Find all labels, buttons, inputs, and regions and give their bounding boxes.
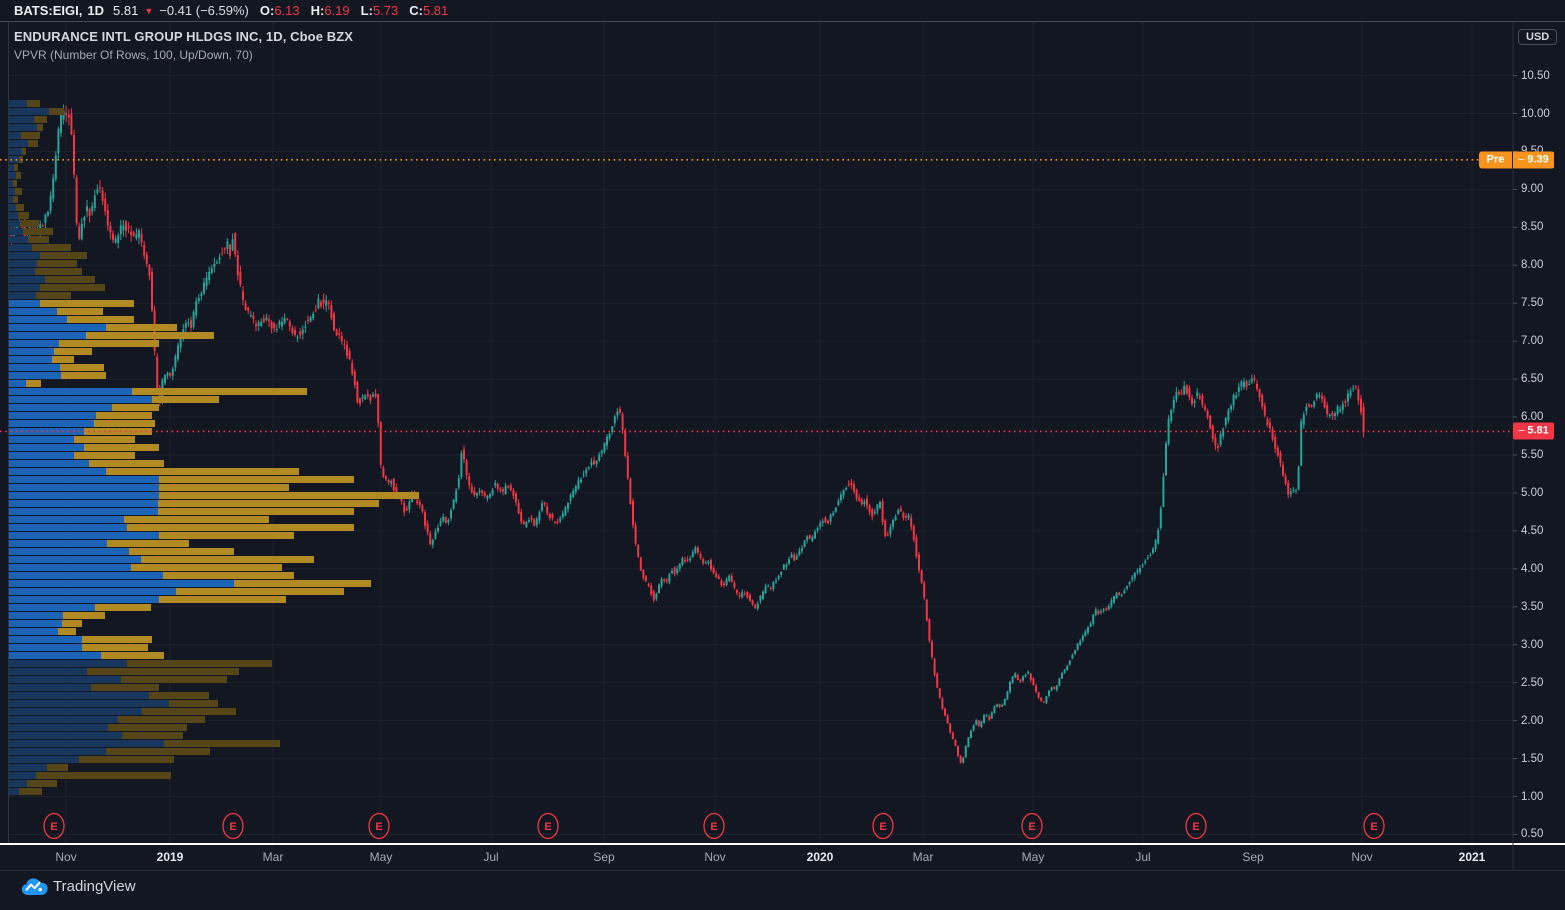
- svg-text:E: E: [544, 821, 551, 833]
- time-axis-label: Jul: [483, 850, 499, 864]
- open-label: O:: [259, 3, 275, 18]
- svg-text:E: E: [375, 821, 382, 833]
- time-axis-label: Mar: [262, 850, 284, 864]
- earnings-marker[interactable]: [537, 812, 559, 840]
- earnings-marker[interactable]: [1021, 812, 1043, 840]
- svg-text:E: E: [1028, 821, 1035, 833]
- earnings-marker[interactable]: [1363, 812, 1385, 840]
- premarket-price-value: 9.39: [1513, 151, 1554, 169]
- price-axis-label: 3.00: [1521, 638, 1544, 651]
- legend-indicator-vpvr[interactable]: VPVR (Number Of Rows, 100, Up/Down, 70): [14, 48, 253, 62]
- time-axis-label: Nov: [1351, 850, 1373, 864]
- chart-legend: ENDURANCE INTL GROUP HLDGS INC, 1D, Cboe…: [14, 29, 353, 62]
- price-axis-label: 6.00: [1521, 411, 1544, 424]
- svg-text:E: E: [1370, 821, 1377, 833]
- svg-text:E: E: [710, 821, 717, 833]
- close-label: C:: [409, 3, 423, 18]
- time-axis-label: Nov: [704, 850, 726, 864]
- time-axis-label: Mar: [912, 850, 934, 864]
- tradingview-logo[interactable]: TradingView: [21, 877, 136, 896]
- price-axis-label: 5.00: [1521, 486, 1544, 499]
- tradingview-cloud-icon: [21, 878, 48, 895]
- svg-text:E: E: [879, 821, 886, 833]
- time-axis-label: Sep: [1242, 850, 1264, 864]
- currency-toggle-button[interactable]: USD: [1518, 29, 1558, 45]
- time-axis-label: 2021: [1458, 850, 1486, 864]
- low-label: L:: [360, 3, 373, 18]
- price-axis-label: 5.50: [1521, 449, 1544, 461]
- svg-text:E: E: [1192, 821, 1199, 833]
- price-axis-label: 1.50: [1521, 752, 1544, 765]
- high-value: 6.19: [324, 3, 350, 18]
- price-axis-label: 1.00: [1521, 790, 1544, 803]
- earnings-marker[interactable]: [43, 812, 65, 840]
- open-value: 6.13: [274, 3, 300, 18]
- earnings-marker[interactable]: [872, 812, 894, 840]
- symbol-interval[interactable]: 1D: [87, 3, 104, 18]
- price-axis-label: 0.50: [1521, 828, 1544, 841]
- price-axis-label: 7.00: [1521, 335, 1544, 348]
- earnings-marker[interactable]: [222, 812, 244, 840]
- price-axis-label: 9.00: [1521, 183, 1544, 196]
- earnings-marker[interactable]: [1185, 812, 1207, 840]
- price-axis-label: 3.50: [1521, 600, 1544, 613]
- time-axis-label: Sep: [593, 850, 615, 864]
- high-label: H:: [310, 3, 325, 18]
- time-axis-label: Jul: [1135, 850, 1151, 864]
- svg-text:E: E: [50, 821, 57, 833]
- price-axis-label: 4.00: [1521, 562, 1544, 575]
- price-axis-label: 8.00: [1521, 259, 1544, 272]
- legend-symbol-title[interactable]: ENDURANCE INTL GROUP HLDGS INC, 1D, Cboe…: [14, 29, 354, 44]
- price-axis-label: 10.00: [1521, 107, 1550, 120]
- price-axis-label: 4.50: [1521, 524, 1544, 537]
- price-axis-label: 2.50: [1521, 676, 1544, 689]
- earnings-marker[interactable]: [368, 812, 390, 840]
- symbol-info-bar: BATS:EIGI, 1D 5.81 ▼ −0.41 (−6.59%) O:6.…: [0, 0, 1565, 22]
- earnings-marker[interactable]: [703, 812, 725, 840]
- time-axis-label: 2020: [806, 850, 834, 864]
- symbol-ticker[interactable]: BATS:EIGI,: [14, 3, 83, 18]
- down-triangle-icon: ▼: [144, 5, 154, 16]
- svg-text:E: E: [229, 821, 236, 833]
- last-price-label: 5.81: [1513, 422, 1554, 440]
- close-value: 5.81: [422, 3, 449, 18]
- low-value: 5.73: [372, 3, 399, 18]
- price-axis-label: 7.50: [1521, 297, 1544, 310]
- price-axis-label: 2.00: [1521, 714, 1544, 727]
- tradingview-logo-text: TradingView: [53, 878, 136, 895]
- last-price: 5.81: [113, 3, 139, 18]
- premarket-price-label: Pre: [1479, 151, 1512, 169]
- price-axis-label: 10.50: [1521, 69, 1550, 82]
- price-axis-label: 6.50: [1521, 373, 1544, 386]
- time-axis-label: Nov: [55, 850, 77, 864]
- candlesticks: [8, 104, 1365, 764]
- time-axis-label: May: [1021, 850, 1045, 864]
- time-axis-label: 2019: [156, 850, 184, 864]
- volume-profile: [9, 100, 419, 795]
- price-axis-label: 8.50: [1521, 221, 1544, 234]
- price-change: −0.41 (−6.59%): [159, 3, 249, 18]
- time-axis-label: May: [369, 850, 393, 864]
